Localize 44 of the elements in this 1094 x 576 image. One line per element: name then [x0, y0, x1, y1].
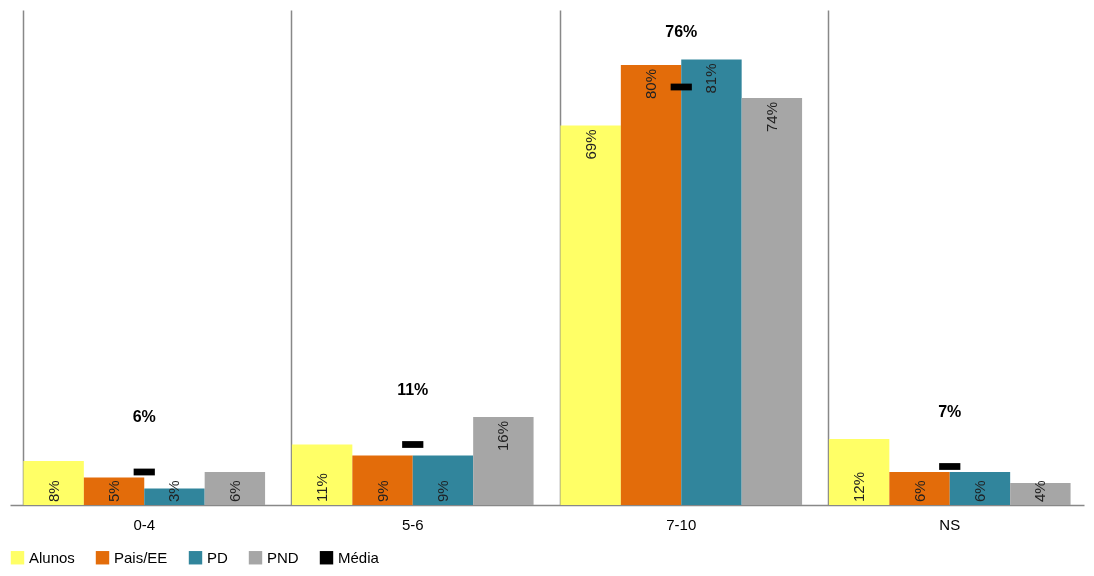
bar: [23, 461, 84, 505]
data-label: 81%: [702, 63, 720, 94]
legend-label: PD: [207, 548, 228, 566]
bar: [949, 472, 1011, 505]
data-label: 8%: [44, 480, 62, 502]
x-tick-label: 5-6: [401, 515, 424, 533]
data-label: 76%: [665, 23, 698, 40]
bar: [204, 472, 266, 505]
data-label: 9%: [433, 480, 451, 502]
data-label: 11%: [397, 380, 429, 398]
data-label: 9%: [373, 480, 391, 502]
legend-label: Média: [338, 548, 380, 566]
legend-label: Pais/EE: [114, 548, 168, 566]
data-label: 74%: [762, 102, 780, 133]
data-label: 6%: [970, 480, 988, 502]
bar: [560, 125, 621, 505]
bar: [681, 59, 742, 505]
x-tick-label: 7-10: [666, 515, 697, 533]
data-label: 80%: [642, 69, 660, 100]
data-label: 12%: [850, 471, 868, 502]
data-label: 11%: [313, 473, 331, 502]
x-tick-label: NS: [939, 515, 961, 533]
data-label: 6%: [910, 480, 928, 502]
bar: [352, 455, 413, 505]
bar: [889, 472, 950, 505]
data-label: 3%: [165, 480, 183, 502]
bar: [620, 65, 682, 505]
legend-label: Alunos: [29, 548, 75, 566]
data-label: 6%: [132, 408, 156, 425]
data-label: 5%: [105, 480, 123, 502]
bar: [1010, 483, 1071, 505]
bar: [741, 98, 803, 505]
legend-label: PND: [267, 548, 299, 566]
bar: [83, 477, 145, 505]
x-tick-label: 0-4: [133, 515, 156, 533]
bar: [291, 444, 353, 505]
bar: [828, 439, 890, 505]
bar: [412, 455, 474, 505]
data-label: 69%: [581, 129, 599, 160]
data-label: 6%: [225, 480, 243, 502]
data-label: 7%: [938, 402, 962, 420]
data-label: 4%: [1031, 480, 1049, 502]
bar: [473, 417, 534, 505]
data-label: 16%: [494, 421, 512, 452]
